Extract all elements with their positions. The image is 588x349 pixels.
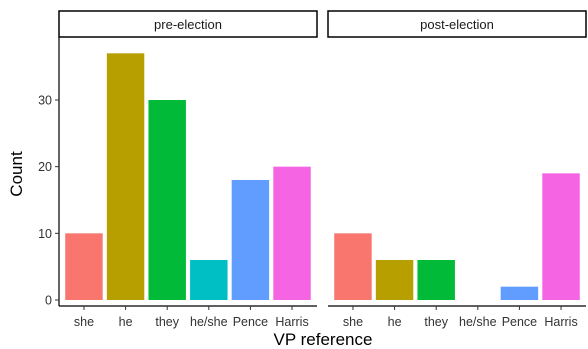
y-tick-label: 20 — [38, 160, 52, 174]
bar-post-she — [334, 233, 372, 300]
bar-post-Pence — [500, 286, 539, 300]
bar-pre-he — [106, 53, 145, 300]
bars-post-election — [334, 173, 580, 300]
x-tick-label: they — [155, 315, 179, 329]
x-axis-ticks: she he they he/she Pence Harris she he they he/sh… — [74, 306, 578, 329]
x-tick-label: Harris — [275, 315, 308, 329]
x-tick-label: Harris — [544, 315, 577, 329]
x-tick-label: Pence — [502, 315, 537, 329]
x-tick-label: they — [424, 315, 448, 329]
bar-pre-Harris — [273, 166, 311, 300]
facet-strip-post-label: post-election — [420, 17, 494, 32]
y-tick-label: 30 — [38, 94, 52, 108]
x-axis-title: VP reference — [274, 330, 373, 349]
y-axis-title: Count — [7, 151, 26, 197]
x-tick-label: she — [343, 315, 363, 329]
x-tick-label: he/she — [459, 315, 497, 329]
x-tick-label: he/she — [190, 315, 228, 329]
facet-strip-pre-box — [58, 10, 318, 38]
bar-post-Harris — [542, 173, 580, 300]
y-tick-label: 0 — [45, 294, 52, 308]
facet-strip-pre-label: pre-election — [154, 17, 222, 32]
x-tick-label: he — [119, 315, 133, 329]
facet-strip-pre: pre-election — [58, 10, 318, 38]
bar-post-they — [417, 260, 455, 300]
y-axis-ticks: 0 10 20 30 — [38, 94, 59, 308]
x-tick-label: she — [74, 315, 94, 329]
bar-pre-he-she — [190, 260, 228, 300]
facet-strip-post: post-election — [327, 10, 587, 38]
facet-strip-post-box — [327, 10, 587, 38]
y-tick-label: 10 — [38, 227, 52, 241]
bar-post-he — [375, 260, 414, 300]
bar-pre-Pence — [231, 180, 270, 300]
bar-pre-they — [148, 100, 186, 300]
x-tick-label: Pence — [233, 315, 268, 329]
bars-pre-election — [65, 53, 311, 300]
bar-pre-she — [65, 233, 103, 300]
x-tick-label: he — [388, 315, 402, 329]
